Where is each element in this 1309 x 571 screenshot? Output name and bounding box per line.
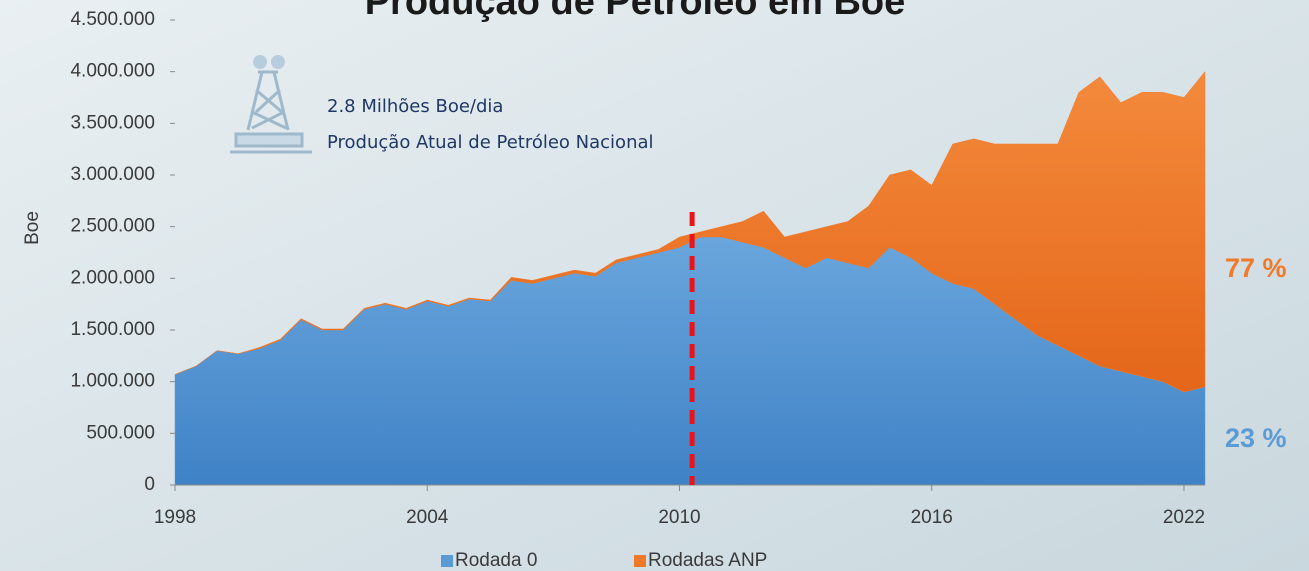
y-tick-label: 2.000.000 <box>70 267 155 288</box>
annotation: Produção Atual de Petróleo Nacional <box>327 132 654 153</box>
y-tick-label: 0 <box>144 474 155 495</box>
y-tick-label: 2.500.000 <box>70 216 155 237</box>
x-tick-label: 2010 <box>658 507 700 528</box>
tower-icon <box>230 55 312 154</box>
share-label: 77 % <box>1225 253 1287 283</box>
y-tick-label: 500.000 <box>86 422 155 443</box>
x-tick-label: 2004 <box>406 507 449 528</box>
x-tick-label: 2022 <box>1163 507 1205 528</box>
y-tick-label: 1.000.000 <box>70 371 155 392</box>
area <box>174 70 1206 393</box>
y-axis-label: Boe <box>22 211 43 245</box>
y-tick-label: 4.000.000 <box>70 61 155 82</box>
y-tick-label: 3.000.000 <box>70 164 155 185</box>
y-tick-label: 1.500.000 <box>70 319 155 340</box>
x-tick-label: 2016 <box>911 507 953 528</box>
share-label: 23 % <box>1225 423 1287 453</box>
x-tick-label: 1998 <box>154 507 196 528</box>
y-tick-label: 4.500.000 <box>70 9 155 30</box>
legend-swatch <box>441 555 453 567</box>
y-tick-label: 3.500.000 <box>70 112 155 133</box>
annotation: 2.8 Milhões Boe/dia <box>327 96 503 117</box>
chart-title: Produção de Petróleo em Boe <box>365 0 906 23</box>
legend-swatch <box>634 555 646 567</box>
legend-label: Rodadas ANP <box>648 550 767 571</box>
legend-label: Rodada 0 <box>455 550 537 571</box>
